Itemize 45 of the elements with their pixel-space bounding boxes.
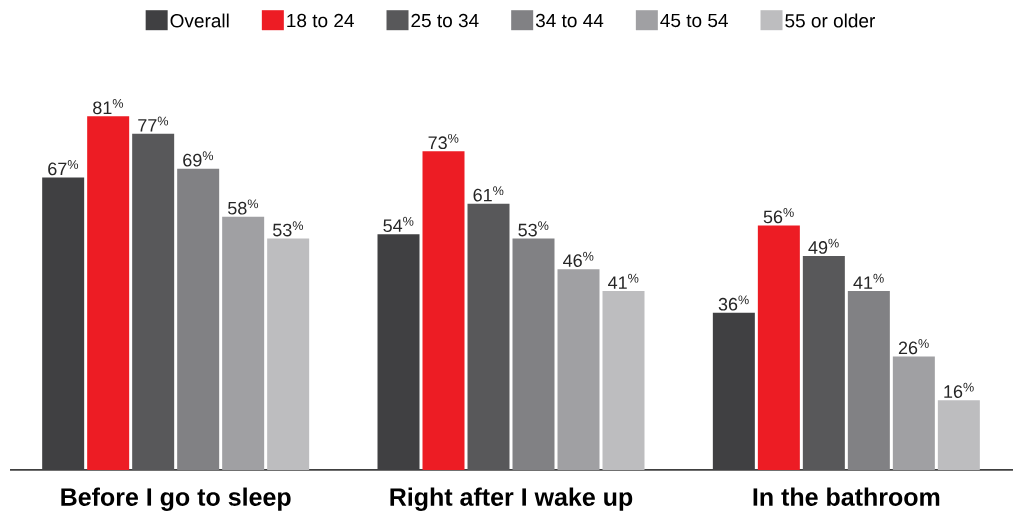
data-label: 41$^{%}$ bbox=[608, 273, 639, 289]
legend-label: 55 or older bbox=[785, 13, 875, 28]
data-label: 36$^{%}$ bbox=[718, 295, 749, 311]
legend-label: 34 to 44 bbox=[535, 13, 604, 28]
bar bbox=[87, 116, 130, 470]
bar bbox=[512, 238, 555, 470]
bar bbox=[557, 269, 600, 470]
legend-label: 18 to 24 bbox=[287, 13, 354, 28]
legend-label: 45 to 54 bbox=[660, 13, 728, 28]
legend-label: Overall bbox=[170, 13, 229, 28]
data-label: 73$^{%}$ bbox=[428, 133, 459, 150]
bar bbox=[757, 225, 800, 470]
x-tick-label: Right after I wake up bbox=[390, 487, 633, 511]
data-label: 26$^{%}$ bbox=[898, 339, 929, 355]
x-tick-label: Before I go to sleep bbox=[61, 487, 291, 511]
bar bbox=[42, 177, 85, 470]
data-label: 16$^{%}$ bbox=[944, 382, 974, 398]
data-label: 67$^{%}$ bbox=[48, 160, 79, 176]
bar bbox=[222, 216, 265, 470]
data-label: 46$^{%}$ bbox=[563, 251, 594, 267]
data-label: 58$^{%}$ bbox=[228, 199, 259, 215]
x-tick-label: In the bathroom bbox=[753, 487, 940, 506]
bar bbox=[892, 356, 935, 470]
bar bbox=[377, 234, 420, 470]
bar bbox=[267, 238, 310, 470]
bar bbox=[802, 256, 845, 470]
data-label: 69$^{%}$ bbox=[183, 151, 214, 167]
data-label: 61$^{%}$ bbox=[473, 186, 504, 202]
bar bbox=[847, 290, 890, 470]
data-label: 41$^{%}$ bbox=[853, 273, 884, 289]
data-label: 54$^{%}$ bbox=[383, 216, 414, 233]
bar bbox=[132, 133, 175, 470]
bar bbox=[712, 312, 755, 470]
data-label: 49$^{%}$ bbox=[808, 238, 839, 254]
data-label: 77$^{%}$ bbox=[138, 116, 169, 132]
bar bbox=[602, 290, 645, 470]
legend-label: 25 to 34 bbox=[411, 13, 479, 28]
bar bbox=[937, 400, 980, 470]
bar bbox=[467, 203, 510, 470]
bar bbox=[177, 168, 220, 470]
data-label: 53$^{%}$ bbox=[518, 221, 549, 237]
bar bbox=[422, 151, 465, 470]
data-label: 56$^{%}$ bbox=[763, 208, 794, 224]
data-label: 53$^{%}$ bbox=[273, 221, 304, 237]
data-label: 81$^{%}$ bbox=[93, 98, 124, 115]
